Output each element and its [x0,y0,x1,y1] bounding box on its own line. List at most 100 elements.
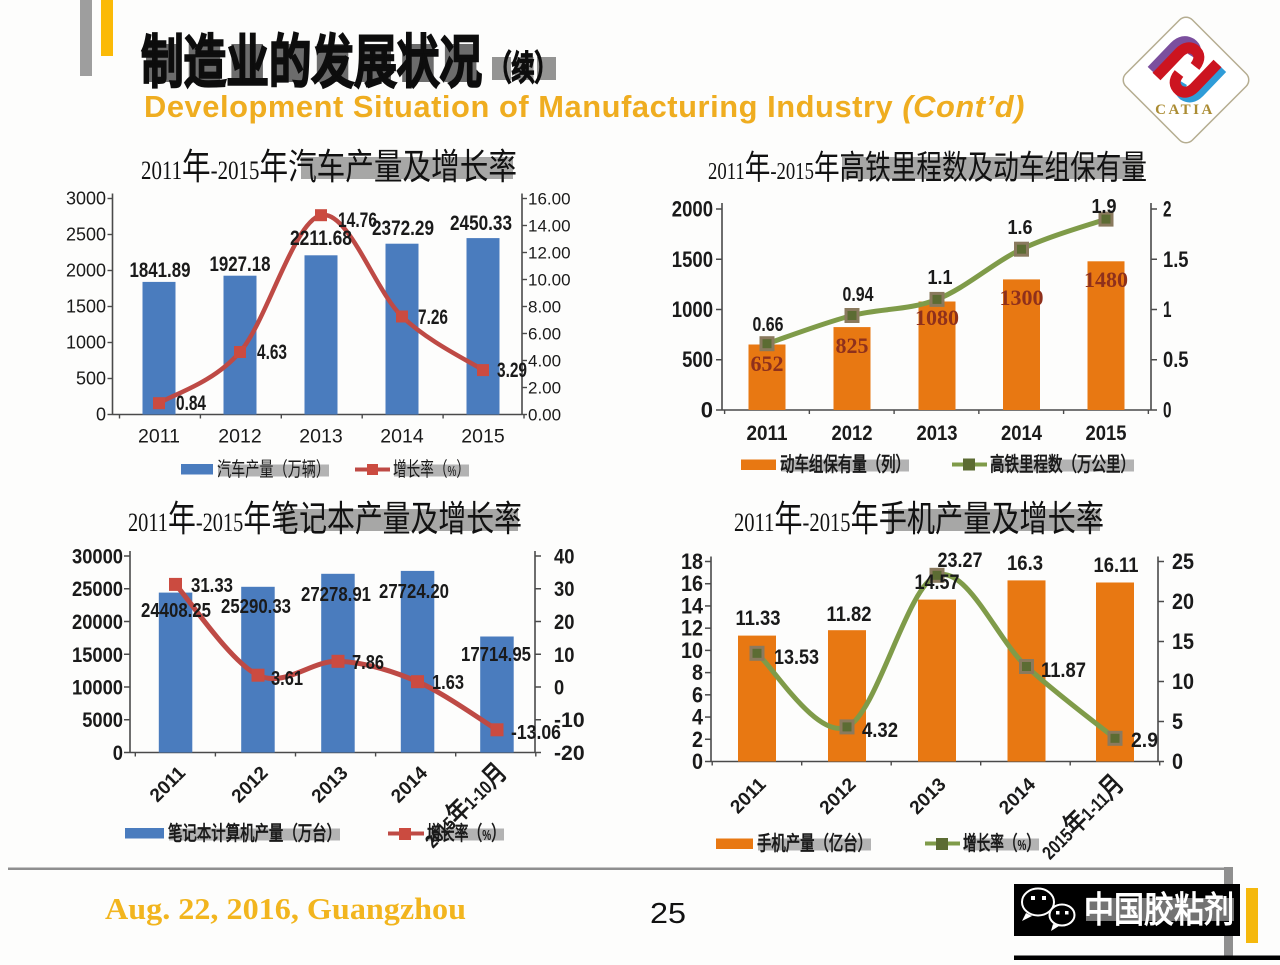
svg-text:3000: 3000 [66,189,106,209]
svg-text:27724.20: 27724.20 [379,580,449,603]
svg-text:3.61: 3.61 [271,667,303,690]
svg-text:1.63: 1.63 [432,671,464,694]
svg-text:6: 6 [692,682,703,707]
svg-text:2450.33: 2450.33 [450,212,512,235]
svg-text:0: 0 [692,749,703,774]
svg-text:0: 0 [1163,398,1172,423]
svg-text:1.1: 1.1 [928,267,953,289]
svg-text:30000: 30000 [72,545,123,569]
svg-text:6.00: 6.00 [528,325,561,344]
svg-text:3.29: 3.29 [497,359,527,382]
svg-text:14: 14 [681,593,704,618]
svg-text:1000: 1000 [66,333,106,353]
svg-text:笔记本计算机产量（万台）: 笔记本计算机产量（万台） [168,821,341,845]
svg-text:500: 500 [682,347,713,372]
svg-text:2011年-2015年高铁里程数及动车组保有量: 2011年-2015年高铁里程数及动车组保有量 [708,149,1147,187]
svg-text:手机产量（亿台）: 手机产量（亿台） [757,831,872,855]
svg-text:0.5: 0.5 [1163,347,1189,372]
svg-text:652: 652 [751,351,784,376]
svg-text:2012: 2012 [832,421,873,445]
svg-text:10: 10 [554,643,574,667]
svg-text:8.00: 8.00 [528,298,561,317]
svg-text:8: 8 [692,660,703,685]
svg-text:2014: 2014 [387,762,432,807]
svg-text:2011: 2011 [727,774,771,818]
svg-text:25: 25 [650,898,686,930]
svg-text:14.00: 14.00 [528,217,571,236]
svg-text:CATIA: CATIA [1155,102,1215,118]
svg-text:0.94: 0.94 [843,284,875,306]
svg-text:2500: 2500 [66,225,106,245]
svg-text:2015年1-11月: 2015年1-11月 [1033,769,1129,865]
svg-text:20: 20 [1172,589,1194,614]
svg-text:增长率（%）: 增长率（%） [963,831,1040,855]
svg-text:500: 500 [76,369,106,389]
svg-text:1080: 1080 [915,305,959,330]
svg-text:5000: 5000 [82,708,123,732]
svg-text:2000: 2000 [66,261,106,281]
svg-text:4.63: 4.63 [257,341,287,364]
svg-text:0: 0 [701,398,713,423]
svg-text:增长率（%）: 增长率（%） [427,821,505,845]
svg-text:2014: 2014 [1001,421,1042,445]
svg-text:13.53: 13.53 [774,646,819,669]
svg-text:16.11: 16.11 [1094,554,1139,577]
svg-text:Aug. 22, 2016, Guangzhou: Aug. 22, 2016, Guangzhou [105,891,466,926]
svg-text:1000: 1000 [672,297,713,322]
svg-text:2011年-2015年笔记本产量及增长率: 2011年-2015年笔记本产量及增长率 [128,499,522,539]
svg-text:2000: 2000 [672,197,713,222]
svg-text:0: 0 [96,405,106,425]
svg-text:2011: 2011 [138,426,180,448]
svg-text:1927.18: 1927.18 [210,253,271,276]
svg-text:30: 30 [554,577,574,601]
svg-text:2013: 2013 [299,426,342,448]
svg-text:汽车产量（万辆）: 汽车产量（万辆） [217,458,330,481]
svg-text:7.26: 7.26 [418,306,448,329]
svg-text:4.00: 4.00 [528,352,561,371]
svg-text:0.66: 0.66 [753,314,784,336]
svg-text:1500: 1500 [66,297,106,317]
svg-text:12: 12 [681,616,703,641]
svg-text:2: 2 [692,727,703,752]
svg-text:1300: 1300 [1000,285,1044,310]
svg-text:1.9: 1.9 [1092,196,1117,218]
svg-text:中国胶粘剂: 中国胶粘剂 [1084,890,1234,930]
svg-text:7.86: 7.86 [352,651,384,674]
svg-text:14.57: 14.57 [915,571,960,594]
svg-text:17714.95: 17714.95 [461,643,531,666]
svg-text:15: 15 [1172,629,1194,654]
svg-text:制造业的发展状况: 制造业的发展状况 [141,31,482,95]
svg-text:2013: 2013 [906,774,951,819]
svg-text:1841.89: 1841.89 [130,259,191,282]
svg-text:Development Situation of Manuf: Development Situation of Manufacturing I… [144,89,1025,124]
svg-text:2211.68: 2211.68 [290,227,352,250]
svg-text:12.00: 12.00 [528,244,571,263]
svg-text:2013: 2013 [308,763,353,808]
svg-text:25: 25 [1172,549,1194,574]
svg-text:2011: 2011 [747,421,788,445]
svg-text:0.00: 0.00 [528,406,561,425]
svg-text:20: 20 [554,610,574,634]
svg-text:-10: -10 [554,708,585,732]
svg-text:25290.33: 25290.33 [221,595,291,618]
svg-text:10000: 10000 [72,676,123,700]
svg-text:动车组保有量（列）: 动车组保有量（列） [780,452,910,476]
svg-text:2015: 2015 [461,426,505,448]
svg-text:0: 0 [554,676,564,700]
svg-text:1480: 1480 [1084,267,1128,292]
svg-text:2: 2 [1163,197,1172,222]
svg-text:23.27: 23.27 [938,549,983,572]
svg-text:2014: 2014 [380,426,424,448]
svg-text:-13.06: -13.06 [511,721,561,744]
svg-text:11.33: 11.33 [736,607,781,630]
svg-text:1.6: 1.6 [1008,217,1033,239]
svg-text:2015: 2015 [1086,421,1127,445]
svg-text:10.00: 10.00 [528,271,571,290]
svg-text:1: 1 [1163,297,1172,322]
svg-text:15000: 15000 [72,643,123,667]
svg-text:27278.91: 27278.91 [301,583,371,606]
svg-text:2011年-2015年手机产量及增长率: 2011年-2015年手机产量及增长率 [734,499,1104,539]
svg-text:24408.25: 24408.25 [141,599,211,622]
svg-text:18: 18 [681,549,703,574]
svg-text:0: 0 [1172,749,1183,774]
